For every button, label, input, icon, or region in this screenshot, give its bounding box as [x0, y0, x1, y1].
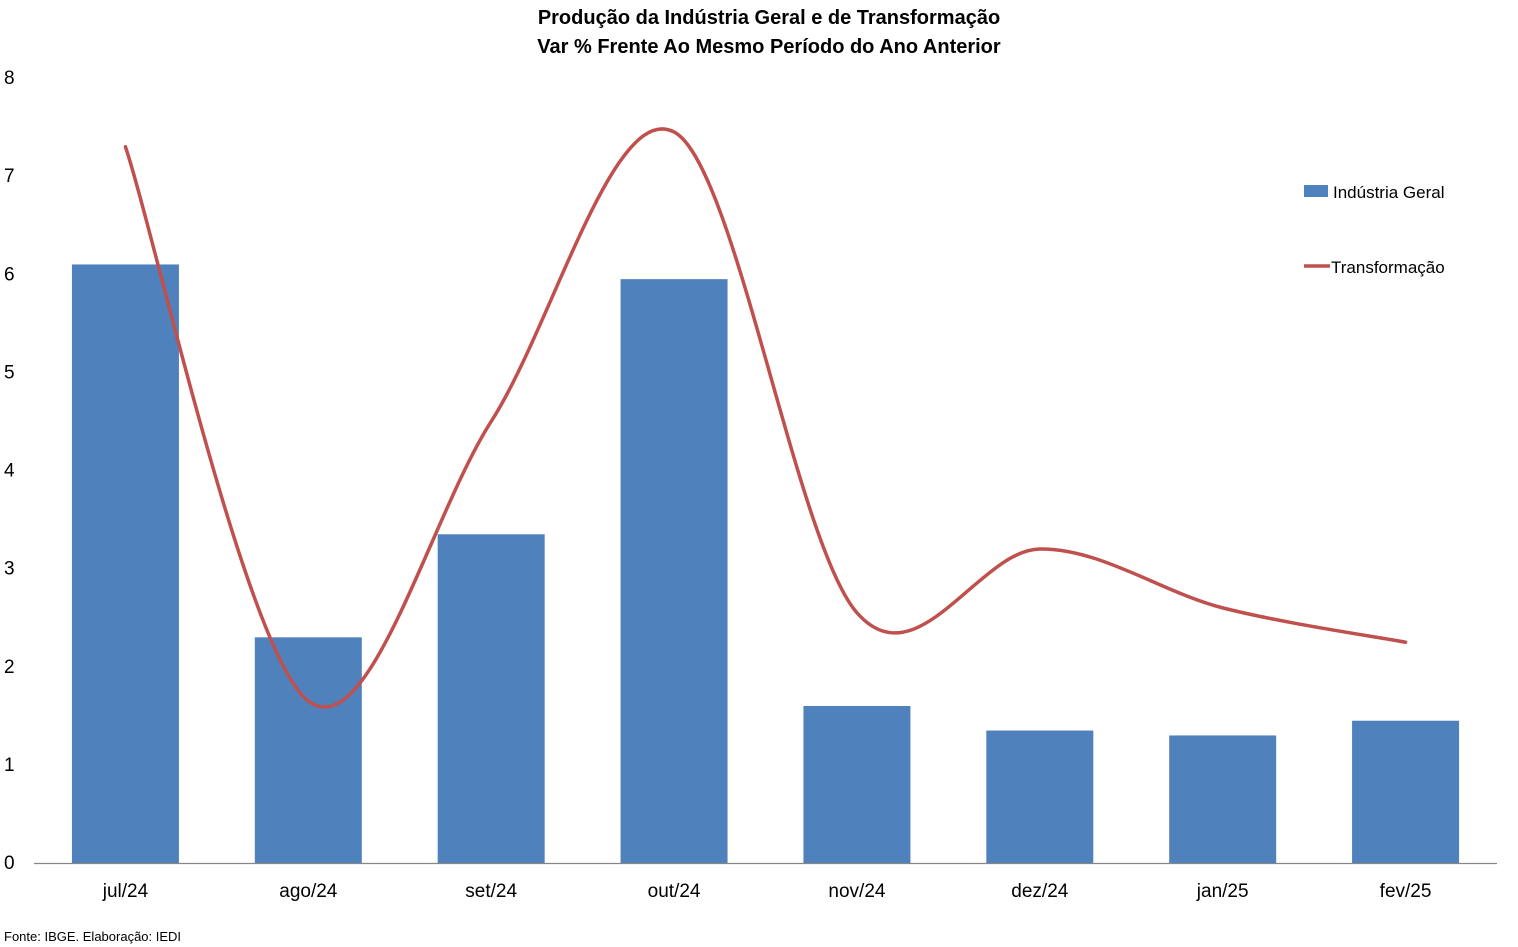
chart-subtitle: Var % Frente Ao Mesmo Período do Ano Ant… [537, 36, 1001, 58]
y-tick-label: 8 [4, 68, 15, 89]
legend-label-transformacao: Transformação [1331, 258, 1445, 277]
x-tick-label: set/24 [465, 881, 517, 902]
bar-ago-24 [254, 637, 362, 863]
y-tick-label: 4 [4, 461, 15, 482]
source-note: Fonte: IBGE. Elaboração: IEDI [4, 929, 181, 944]
x-tick-label: fev/25 [1380, 881, 1432, 902]
bar-nov-24 [803, 706, 911, 863]
line-series-transformacao [123, 127, 1408, 709]
legend-label-industria-geral: Indústria Geral [1333, 183, 1445, 202]
y-tick-label: 5 [4, 362, 15, 383]
x-tick-label: out/24 [648, 881, 701, 902]
bar-set-24 [437, 534, 545, 863]
legend-swatch-industria-geral [1304, 185, 1328, 197]
x-tick-label: jul/24 [102, 881, 149, 902]
x-tick-label: jan/25 [1196, 881, 1249, 902]
y-tick-label: 3 [4, 559, 15, 580]
x-tick-label: dez/24 [1011, 881, 1068, 902]
legend: Indústria Geral Transformação [1304, 183, 1445, 277]
y-tick-label: 0 [4, 853, 15, 874]
bar-jan-25 [1169, 735, 1277, 863]
bar-out-24 [620, 279, 728, 863]
x-axis-tick-labels: jul/24 ago/24 set/24 out/24 nov/24 dez/24 jan/… [102, 881, 1432, 902]
bar-series-industria-geral [71, 264, 1460, 863]
y-tick-label: 7 [4, 166, 15, 187]
bar-fev-25 [1352, 720, 1460, 863]
y-axis-tick-labels: 0 1 2 3 4 5 6 7 8 [4, 68, 15, 874]
bar-jul-24 [71, 264, 179, 863]
y-tick-label: 2 [4, 657, 15, 678]
line-transformacao [123, 127, 1408, 709]
x-tick-label: nov/24 [828, 881, 885, 902]
y-tick-label: 6 [4, 264, 15, 285]
chart-title: Produção da Indústria Geral e de Transfo… [538, 7, 1000, 29]
y-tick-label: 1 [4, 755, 15, 776]
x-tick-label: ago/24 [279, 881, 338, 902]
bar-dez-24 [986, 730, 1094, 863]
